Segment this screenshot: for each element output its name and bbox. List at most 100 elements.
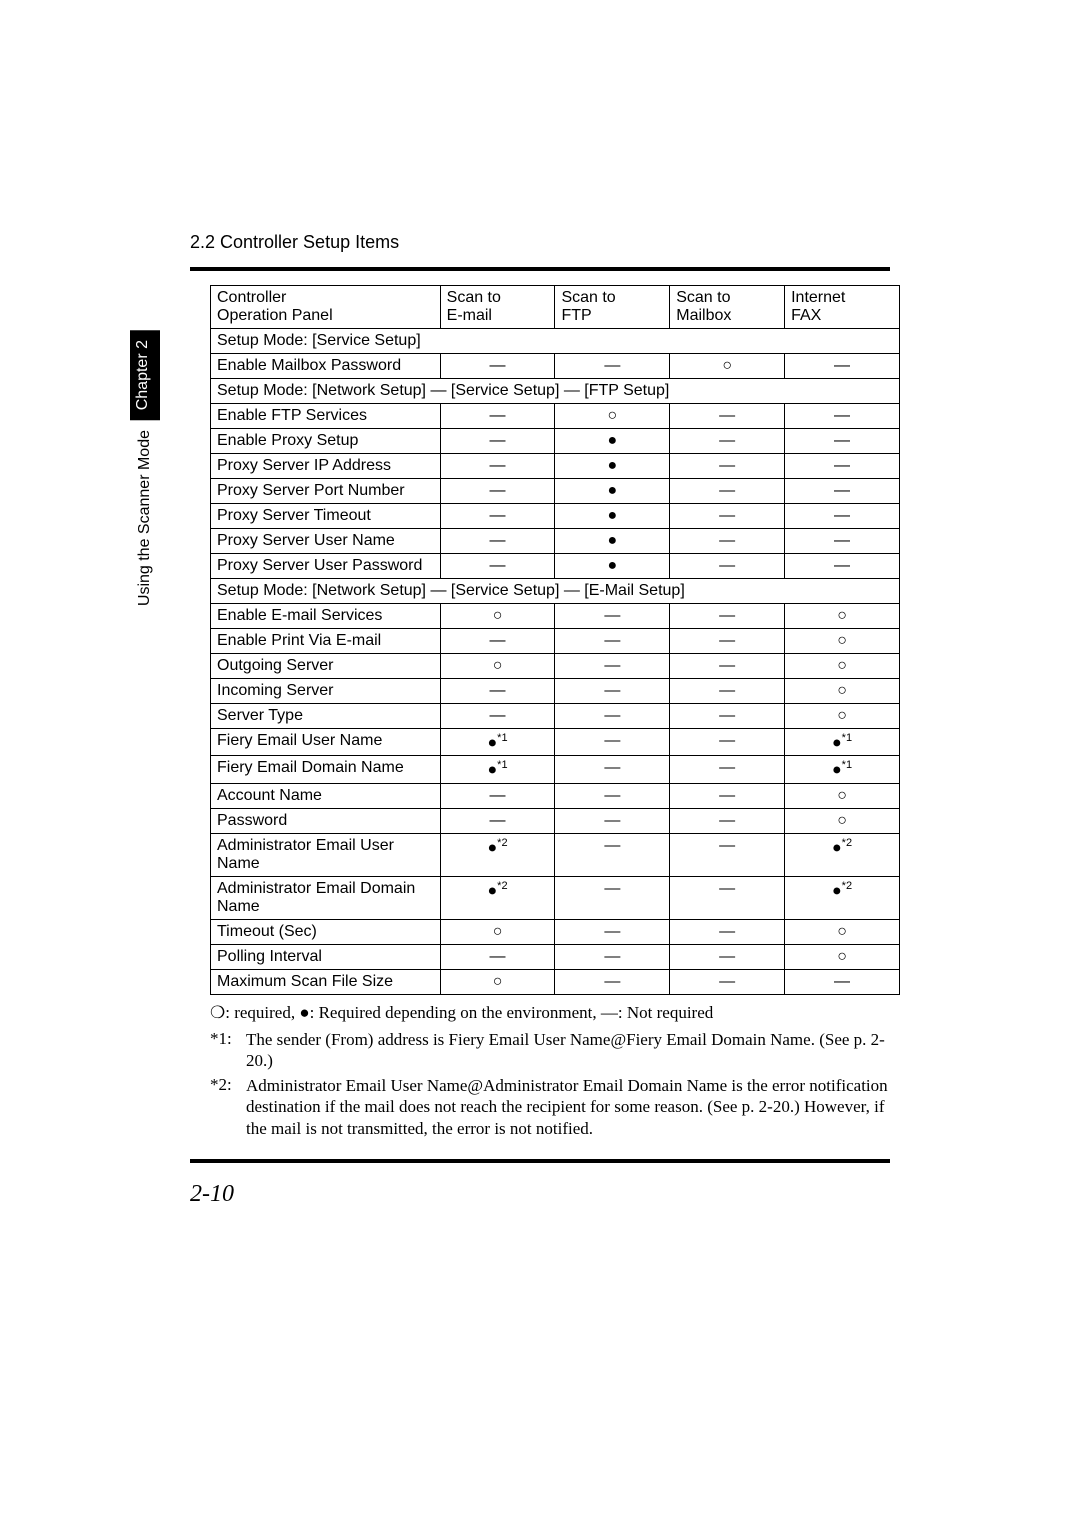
section-heading: Setup Mode: [Network Setup] — [Service S… [211, 579, 900, 604]
cell-value: — [670, 454, 785, 479]
column-header: Scan toMailbox [670, 286, 785, 329]
cell-value: — [785, 354, 900, 379]
cell-value: ○ [785, 629, 900, 654]
cell-value: — [785, 404, 900, 429]
footnote-text: The sender (From) address is Fiery Email… [246, 1029, 890, 1072]
table-row: Maximum Scan File Size○——— [211, 969, 900, 994]
cell-value: ● [555, 479, 670, 504]
cell-value: — [670, 704, 785, 729]
cell-value: — [785, 554, 900, 579]
row-label: Outgoing Server [211, 654, 441, 679]
cell-value: — [555, 876, 670, 919]
column-header: InternetFAX [785, 286, 900, 329]
cell-value: ○ [785, 919, 900, 944]
row-label: Fiery Email Domain Name [211, 756, 441, 783]
table-row: Fiery Email Domain Name●*1——●*1 [211, 756, 900, 783]
cell-value: — [440, 429, 555, 454]
table-row: Enable FTP Services—○—— [211, 404, 900, 429]
cell-value: — [555, 629, 670, 654]
row-label: Enable FTP Services [211, 404, 441, 429]
footnote-label: *2: [210, 1075, 246, 1139]
section-heading: Setup Mode: [Network Setup] — [Service S… [211, 379, 900, 404]
cell-value: — [555, 679, 670, 704]
section-heading: Setup Mode: [Service Setup] [211, 329, 900, 354]
cell-value: — [670, 429, 785, 454]
footnote: *1:The sender (From) address is Fiery Em… [210, 1029, 890, 1072]
cell-value: — [440, 783, 555, 808]
mode-label: Using the Scanner Mode [130, 420, 158, 616]
page-content: 2.2 Controller Setup Items ControllerOpe… [190, 232, 890, 1208]
cell-value: ○ [785, 944, 900, 969]
cell-value: ○ [440, 919, 555, 944]
cell-value: — [785, 504, 900, 529]
row-label: Proxy Server Timeout [211, 504, 441, 529]
cell-value: — [440, 679, 555, 704]
footnote-label: *1: [210, 1029, 246, 1072]
cell-value: — [670, 404, 785, 429]
cell-value: ●*1 [440, 729, 555, 756]
cell-value: — [670, 529, 785, 554]
cell-value: — [555, 944, 670, 969]
cell-value: ○ [785, 654, 900, 679]
row-label: Enable Print Via E-mail [211, 629, 441, 654]
cell-value: ●*1 [440, 756, 555, 783]
cell-value: ● [555, 504, 670, 529]
table-row: Enable Print Via E-mail———○ [211, 629, 900, 654]
cell-value: ○ [785, 808, 900, 833]
top-rule [190, 267, 890, 271]
cell-value: — [440, 554, 555, 579]
cell-value: — [670, 833, 785, 876]
row-label: Maximum Scan File Size [211, 969, 441, 994]
footnote-text: Administrator Email User Name@Administra… [246, 1075, 890, 1139]
cell-value: ● [555, 454, 670, 479]
cell-value: ○ [785, 679, 900, 704]
cell-value: — [440, 454, 555, 479]
table-row: Fiery Email User Name●*1——●*1 [211, 729, 900, 756]
cell-value: ●*2 [785, 833, 900, 876]
cell-value: — [440, 944, 555, 969]
cell-value: — [670, 479, 785, 504]
table-row: Administrator Email User Name●*2——●*2 [211, 833, 900, 876]
row-label: Incoming Server [211, 679, 441, 704]
page-number: 2-10 [190, 1181, 890, 1208]
table-row: Enable E-mail Services○——○ [211, 604, 900, 629]
cell-value: — [440, 529, 555, 554]
cell-value: — [785, 969, 900, 994]
row-label: Administrator Email Domain Name [211, 876, 441, 919]
table-row: Administrator Email Domain Name●*2——●*2 [211, 876, 900, 919]
cell-value: — [555, 833, 670, 876]
setup-items-table: ControllerOperation PanelScan toE-mail Sc… [210, 285, 900, 995]
cell-value: — [555, 756, 670, 783]
cell-value: — [555, 354, 670, 379]
cell-value: — [555, 729, 670, 756]
column-header: ControllerOperation Panel [211, 286, 441, 329]
cell-value: — [555, 654, 670, 679]
cell-value: — [785, 429, 900, 454]
cell-value: — [440, 404, 555, 429]
cell-value: ●*2 [440, 833, 555, 876]
cell-value: — [670, 783, 785, 808]
cell-value: ○ [440, 604, 555, 629]
cell-value: ○ [785, 783, 900, 808]
cell-value: — [555, 783, 670, 808]
table-row: Proxy Server User Name—●—— [211, 529, 900, 554]
cell-value: — [670, 969, 785, 994]
cell-value: — [670, 729, 785, 756]
table-row: Enable Mailbox Password——○— [211, 354, 900, 379]
table-row: Outgoing Server○——○ [211, 654, 900, 679]
cell-value: — [555, 704, 670, 729]
bottom-rule [190, 1159, 890, 1163]
table-row: Incoming Server———○ [211, 679, 900, 704]
table-row: Timeout (Sec)○——○ [211, 919, 900, 944]
column-header: Scan toE-mail [440, 286, 555, 329]
cell-value: — [670, 604, 785, 629]
row-label: Server Type [211, 704, 441, 729]
cell-value: ● [555, 529, 670, 554]
cell-value: — [440, 504, 555, 529]
cell-value: — [555, 604, 670, 629]
cell-value: ○ [670, 354, 785, 379]
row-label: Polling Interval [211, 944, 441, 969]
cell-value: — [670, 554, 785, 579]
cell-value: ● [555, 429, 670, 454]
cell-value: — [785, 479, 900, 504]
